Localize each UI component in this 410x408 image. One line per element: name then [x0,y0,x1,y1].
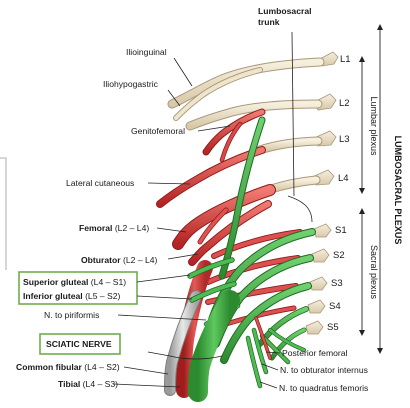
femoral-label: Femoral (L2 – L4) [79,223,149,233]
root-label-s5: S5 [327,322,339,333]
obturator-label-roots: (L2 – L4) [121,255,158,265]
obturator-label-name: Obturator [81,255,121,265]
root-label-l1: L1 [340,54,351,65]
superior-gluteal-label: Superior gluteal (L4 – S1) [23,277,126,287]
femoral-label-roots: (L2 – L4) [112,223,149,233]
sciatic-label: SCIATIC NERVE [46,339,112,349]
root-labels: L1 L2 L3 L4 S1 S2 S3 S4 S5 [327,54,351,333]
piriformis-label: N. to piriformis [44,310,99,320]
obturator-label: Obturator (L2 – L4) [81,255,158,265]
common-fibular-trunk [165,291,201,395]
gluteal-box [18,271,138,305]
genitofemoral-nerve [203,109,265,155]
lumbosacral-trunk-title-line2: trunk [258,17,280,27]
root-label-l3: L3 [339,134,350,145]
femoral-label-name: Femoral [79,223,112,233]
common-fibular-label: Common fibular (L4 – S2) [16,362,120,372]
root-spur-s4 [307,299,326,314]
obturator-internus-label: N. to obturator internus [280,365,368,375]
tibial-label: Tibial (L4 – S3) [58,379,118,389]
lumbosacral-trunk-green [219,117,265,279]
tibial-label-roots: (L4 – S3) [80,379,118,389]
root-label-s1: S1 [335,225,347,236]
posterior-femoral-red [254,316,272,360]
root-label-s4: S4 [329,301,341,312]
inferior-gluteal-label: Inferior gluteal (L5 – S2) [23,291,121,301]
root-spurs [305,51,339,335]
lumbar-plexus-label: Lumbar plexus [369,96,379,156]
sacral-plexus-bracket [359,208,365,336]
root-label-l4: L4 [338,173,349,184]
green-posterior-nerves [187,116,316,402]
root-spur-s3 [309,276,328,291]
lumbosacral-trunk-arc [287,195,313,223]
iliohypogastric-label: Iliohypogastric [103,79,159,89]
tibial-trunk [176,260,213,398]
root-spur-s5 [305,320,324,335]
root-spur-s1 [313,223,332,238]
genitofemoral-label: Genitofemoral [131,126,185,136]
inferior-gluteal-label-roots: (L5 – S2) [83,291,121,301]
root-spur-s2 [311,248,330,263]
left-panel-edge [0,157,7,270]
quadratus-femoris-label: N. to quadratus femoris [279,383,368,393]
common-fibular-label-name: Common fibular [16,362,83,372]
obturator-nerve [189,201,271,265]
superior-gluteal-label-roots: (L4 – S1) [88,277,126,287]
femoral-nerve [173,185,275,249]
superior-gluteal-label-name: Superior gluteal [23,277,88,287]
sciatic-green-trunk [188,290,240,402]
gray-fibular-nerve [164,290,202,396]
root-label-s3: S3 [331,278,343,289]
lumbosacral-plexus-label: LUMBOSACRAL PLEXUS [393,136,403,245]
common-fibular-label-roots: (L4 – S2) [82,362,120,372]
sciatic-box [39,333,121,355]
lumbosacral-trunk-leader [291,31,295,197]
root-label-s2: S2 [333,250,345,261]
ilioinguinal-label: Ilioinguinal [126,47,167,57]
lumbosacral-plexus-bracket [377,24,383,354]
lumbosacral-trunk-title-line1: Lumbosacral [258,6,312,16]
sacral-plexus-label: Sacral plexus [369,245,379,300]
lumbar-plexus-bracket [359,56,365,194]
posterior-femoral-label: Posterior femoral [282,348,348,358]
lateral-cutaneous-label: Lateral cutaneous [66,178,134,188]
tibial-label-name: Tibial [58,379,80,389]
root-label-l2: L2 [339,98,350,109]
lumbar-cream-nerves [167,57,325,195]
lateral-cutaneous-nerve [157,147,265,207]
inferior-gluteal-label-name: Inferior gluteal [23,291,83,301]
